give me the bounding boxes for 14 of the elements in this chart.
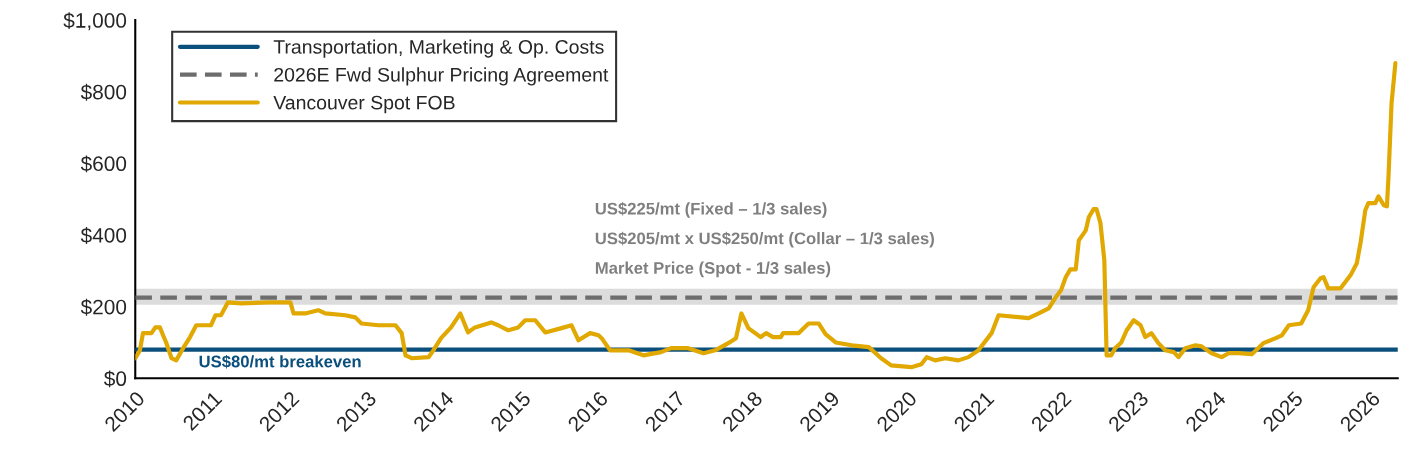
line-series bbox=[135, 60, 1398, 370]
y-tick-label: $0 bbox=[103, 370, 127, 388]
annotation: US$205/mt x US$250/mt (Collar – 1/3 sales) bbox=[595, 231, 934, 248]
legend-label: 2026E Fwd Sulphur Pricing Agreement bbox=[274, 67, 609, 86]
legend-label: Transportation, Marketing & Op. Costs bbox=[273, 39, 604, 58]
annotation: US$80/mt breakeven bbox=[199, 354, 361, 369]
y-tick-label: $800 bbox=[80, 83, 127, 101]
annotation: Market Price (Spot - 1/3 sales) bbox=[595, 261, 831, 278]
legend-label: Vancouver Spot FOB bbox=[273, 95, 455, 114]
y-tick-label: $200 bbox=[80, 298, 127, 316]
annotation: US$225/mt (Fixed – 1/3 sales) bbox=[595, 202, 827, 218]
y-tick-label: $1,000 bbox=[63, 12, 127, 31]
y-tick-label: $600 bbox=[80, 155, 127, 173]
y-tick-label: $400 bbox=[80, 227, 127, 244]
